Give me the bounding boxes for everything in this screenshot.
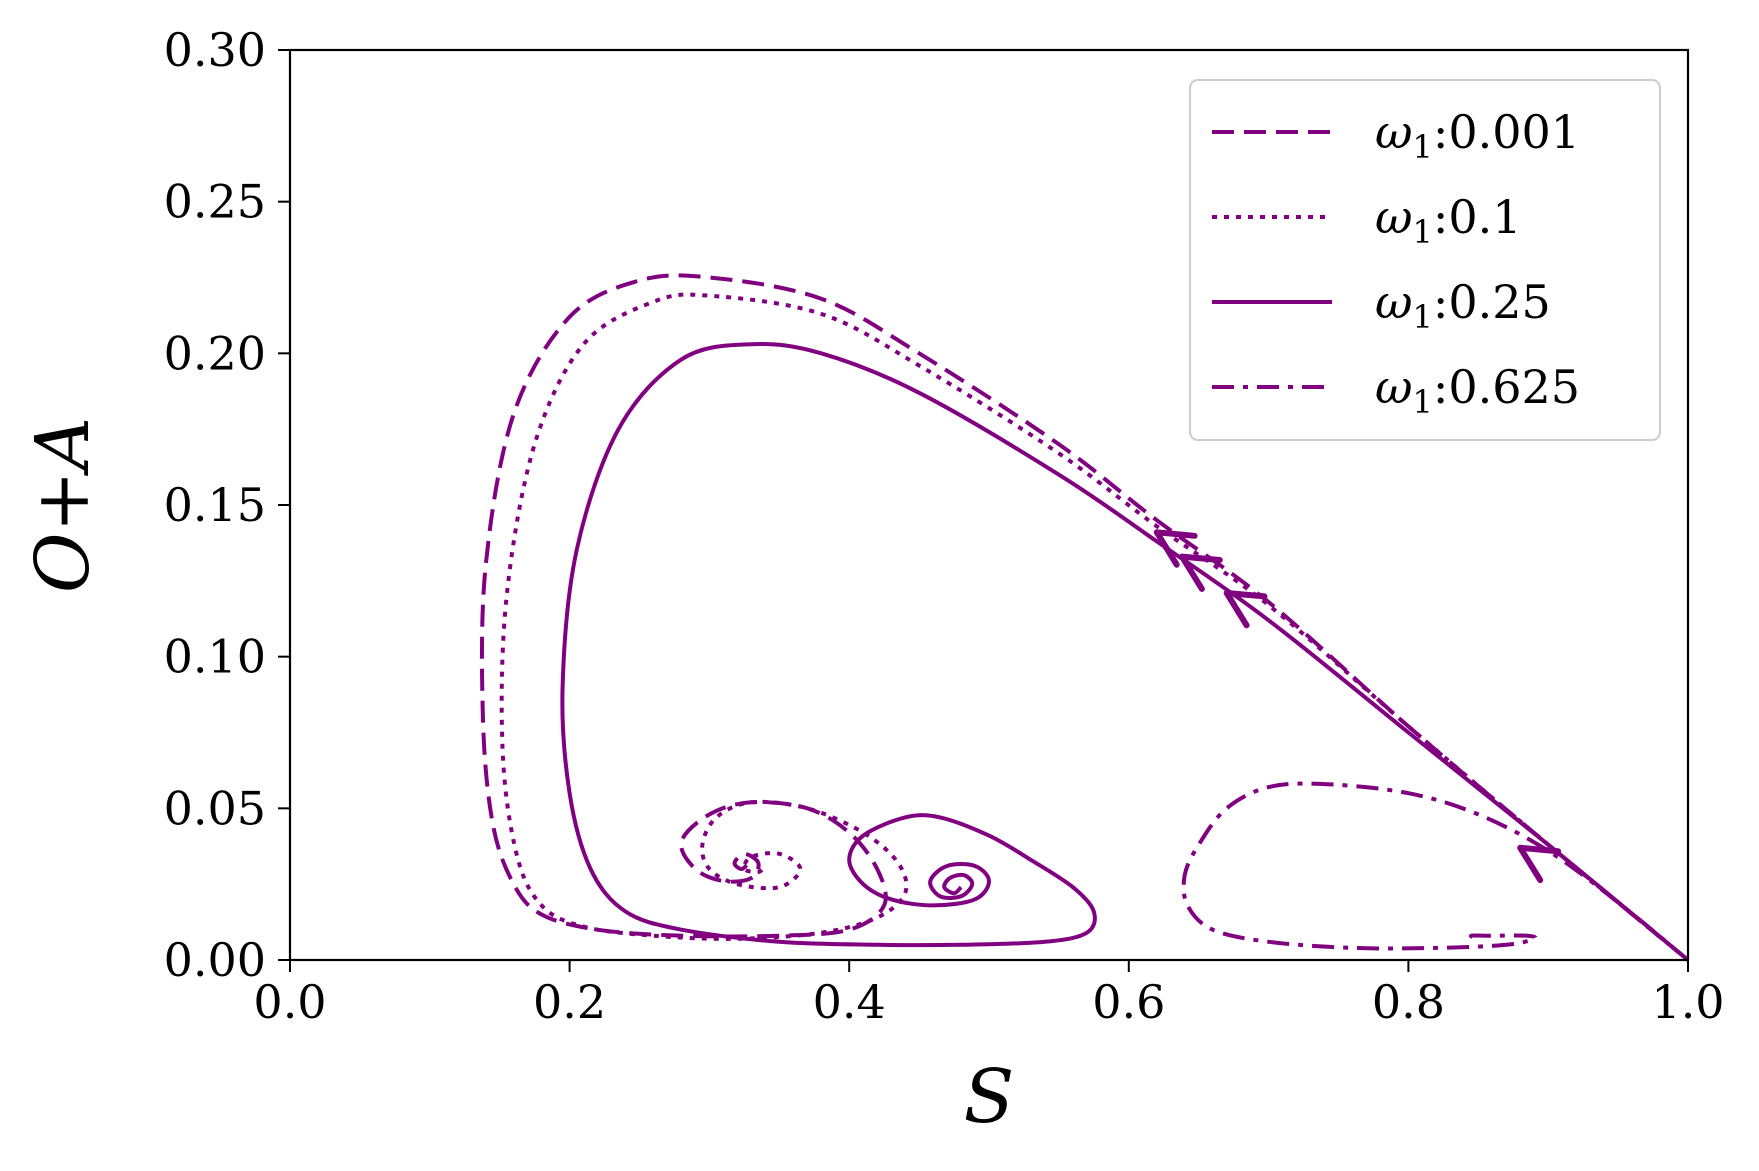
series-line-3 <box>560 341 1690 962</box>
x-tick-label: 0.8 <box>1372 975 1445 1029</box>
x-tick-label: 0.2 <box>533 975 606 1029</box>
y-tick-label: 0.00 <box>164 933 266 987</box>
direction-arrow-3 <box>1223 590 1268 629</box>
legend-label-2: ω1:0.1 <box>1375 190 1522 251</box>
direction-arrow-1 <box>1153 529 1198 568</box>
x-axis-title: S <box>964 1054 1015 1140</box>
y-tick-label: 0.30 <box>164 23 266 77</box>
x-tick-label: 1.0 <box>1651 975 1724 1029</box>
legend-label-3: ω1:0.25 <box>1375 275 1551 336</box>
y-axis-title: O+A <box>20 417 106 593</box>
direction-arrows <box>1153 529 1562 884</box>
legend: ω1:0.001 ω1:0.1 ω1:0.25 ω1:0.625 <box>1189 79 1661 441</box>
direction-arrow-2 <box>1178 553 1223 592</box>
plot-lines <box>479 273 1690 962</box>
x-axis: 0.0 0.2 0.4 0.6 0.8 1.0 <box>253 960 1725 1029</box>
y-tick-label: 0.25 <box>164 175 266 229</box>
x-tick-label: 0.6 <box>1092 975 1165 1029</box>
legend-label-1: ω1:0.001 <box>1375 105 1580 166</box>
y-tick-label: 0.15 <box>164 478 266 532</box>
x-tick-label: 0.0 <box>253 975 326 1029</box>
series-line-1 <box>479 273 1690 962</box>
y-axis: 0.00 0.05 0.10 0.15 0.20 0.25 0.30 <box>164 23 290 987</box>
series-line-4 <box>1181 781 1690 962</box>
y-tick-label: 0.05 <box>164 781 266 835</box>
direction-arrow-4 <box>1517 844 1562 884</box>
series-line-2 <box>499 292 1690 962</box>
legend-box <box>1189 79 1661 441</box>
y-tick-label: 0.20 <box>164 326 266 380</box>
x-tick-label: 0.4 <box>813 975 886 1029</box>
y-tick-label: 0.10 <box>164 630 266 684</box>
legend-label-4: ω1:0.625 <box>1375 360 1580 421</box>
